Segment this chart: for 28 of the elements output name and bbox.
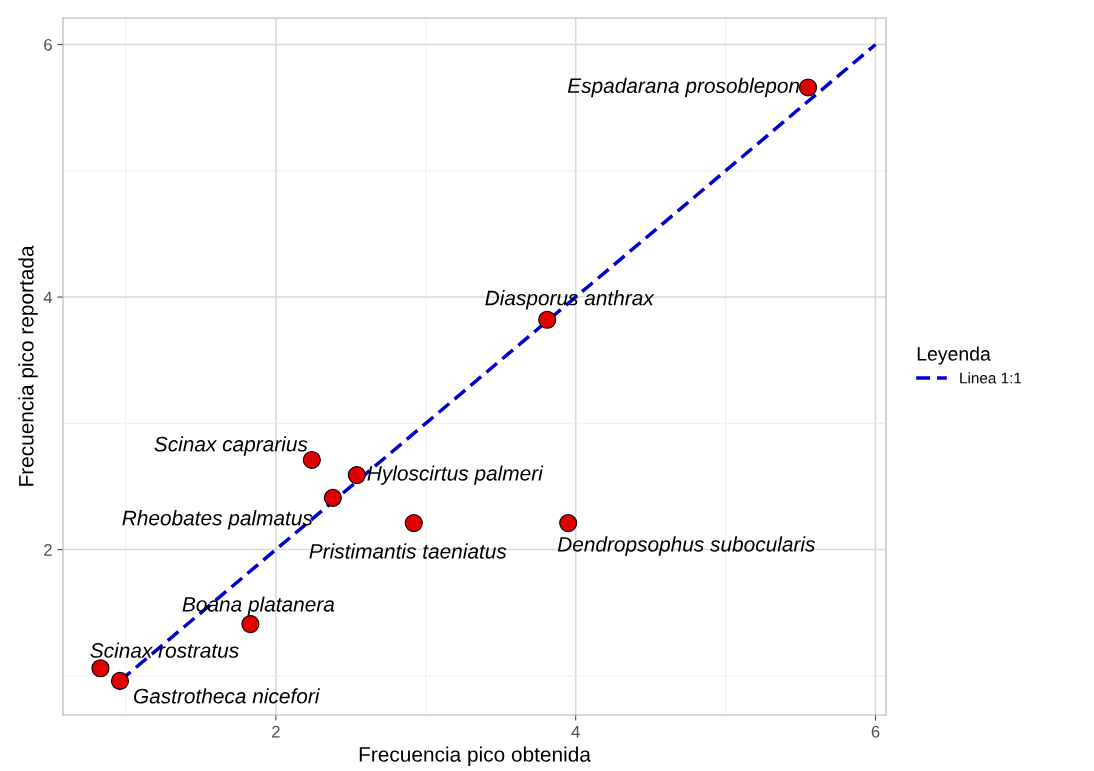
annotation: Hyloscirtus palmeri: [367, 465, 544, 485]
point: [559, 514, 578, 533]
legend-title: Leyenda: [917, 346, 991, 365]
annotation: Dendropsophus subocularis: [557, 536, 816, 556]
legend-label: Linea 1:1: [960, 372, 1022, 384]
point: [241, 615, 260, 634]
annotation: Scinax caprarius: [154, 436, 308, 456]
annotation: Gastrotheca nicefori: [133, 688, 320, 704]
y-axis-title: Frecuencia pico reportada: [18, 245, 38, 486]
x-tick-label: 6: [871, 725, 880, 738]
annotation: Espadarana prosoblepon: [567, 77, 800, 98]
y-tick-label: 2: [44, 543, 52, 556]
point: [347, 466, 366, 485]
annotation: Scinax rostratus: [90, 642, 239, 658]
x-tick-label: 4: [571, 726, 580, 738]
point: [538, 310, 557, 329]
annotation: Rheobates palmatus: [122, 510, 313, 530]
point: [404, 514, 423, 533]
annotation: Boana platanera: [182, 596, 335, 616]
y-tick-label: 4: [43, 291, 53, 304]
y-tick-label: 6: [44, 38, 52, 51]
x-axis-title: Frecuencia pico obtenida: [359, 746, 591, 766]
annotation: Pristimantis taeniatus: [309, 543, 507, 559]
point: [91, 659, 110, 678]
point: [110, 671, 130, 690]
x-tick-label: 2: [272, 725, 280, 738]
point: [798, 78, 818, 97]
point: [323, 488, 342, 507]
